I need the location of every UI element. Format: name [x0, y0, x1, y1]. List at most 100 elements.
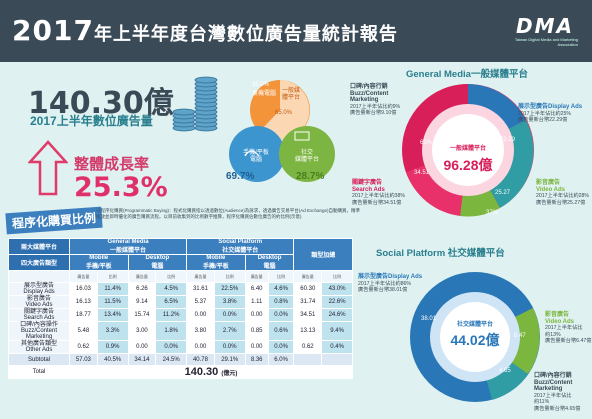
table-cell: 0.0%	[213, 340, 246, 354]
table-cell: 0.0%	[213, 308, 246, 322]
table-cell: 31.74	[293, 295, 323, 309]
table-cell: 0.0%	[155, 340, 188, 354]
table-cell: 9.14	[127, 295, 157, 309]
cart-icon	[294, 131, 310, 141]
programmatic-note: ※程序化購買(Programmatic Buying)：程式化購買指以透過數位(…	[96, 208, 361, 219]
mobile-pct: 69.7%	[226, 171, 255, 182]
social-circle	[279, 126, 335, 182]
social-pct: 28.7%	[296, 171, 325, 182]
col-type-sum: 類型加總	[293, 238, 353, 271]
table-cell: 0.00	[244, 340, 269, 354]
gm-val-buzz: 9.10	[457, 124, 469, 130]
table-cell: 11.4%	[96, 282, 129, 296]
table-cell: 5.37	[186, 295, 215, 309]
table-cell: 18.77	[69, 308, 98, 322]
table-cell: 1.8%	[155, 321, 188, 341]
table-cell: 0.00	[127, 340, 157, 354]
sp-val-video: 6.47	[514, 333, 526, 339]
gm-val-buzz-desktop: 3.00	[481, 127, 493, 133]
table-cell: 0.9%	[96, 340, 129, 354]
page-title: 2017年上半年度台灣數位廣告量統計報告	[12, 14, 398, 47]
col-platform: 兩大媒體平台	[8, 238, 70, 255]
gm-val-search: 34.51	[414, 170, 430, 176]
general-slice	[259, 80, 310, 140]
table-cell: 4.6%	[267, 282, 295, 296]
table-cell: 3.00	[127, 321, 157, 341]
gm-pct-1: 65%	[420, 140, 433, 146]
table-cell: 13.4%	[96, 308, 129, 322]
mobile-label: 手機/平板 電腦	[243, 150, 269, 163]
col-general-media: General Media 一般媒體平台	[68, 238, 188, 255]
dma-logo: DMA	[516, 14, 574, 38]
table-cell: 3.3%	[96, 321, 129, 341]
social-title: Social Platform 社交媒體平台	[376, 248, 505, 259]
table-cell: 5.48	[69, 321, 98, 341]
table-cell: 15.74	[127, 308, 157, 322]
sp-buzz-label: 口碑/內容行銷 Buzz/Content Marketing 2017上半年佔比 …	[534, 373, 581, 412]
col-gm-desktop: Desktop 電腦	[127, 254, 188, 271]
table-cell: 24.6%	[321, 308, 353, 322]
social-label: 社交 媒體平台	[294, 150, 319, 163]
table-cell: 0.00	[244, 308, 269, 322]
col-sp-mobile: Mobile 手機/平板	[186, 254, 246, 271]
desktop-pct: 35.0%	[252, 82, 270, 88]
coin-stack-icon	[172, 76, 218, 132]
general-media-title: General Media一般媒體平台	[406, 69, 528, 80]
table-cell: 34.51	[293, 308, 323, 322]
table-cell: 0.4%	[321, 340, 353, 354]
table-cell: 3.8%	[213, 295, 246, 309]
social-donut	[410, 272, 540, 402]
row-label: 關鍵字廣告 Search Ads	[8, 308, 70, 322]
general-label: 一般媒體平台	[282, 88, 301, 101]
table-row: 口碑/內容操作 Buzz/Content Marketing 5.48 3.3% 3.…	[8, 321, 353, 341]
table-cell: 9.4%	[321, 321, 353, 341]
phone-icon	[244, 150, 260, 157]
table-cell: 0.0%	[267, 308, 295, 322]
col-gm-mobile: Mobile 手機/平板	[69, 254, 129, 271]
gm-val-video: 25.27	[495, 190, 511, 196]
growth-label: 整體成長率	[74, 156, 150, 173]
table-cell: 60.30	[293, 282, 323, 296]
table-row: 關鍵字廣告 Search Ads 18.77 13.4% 15.74 11.2% 0.00…	[8, 308, 353, 322]
table-cell: 0.00	[186, 340, 215, 354]
gm-pct-2: 37%	[486, 210, 499, 216]
programmatic-stamp: 程序化購買比例	[5, 206, 103, 235]
table-cell: 16.03	[69, 282, 98, 296]
table-cell: 0.8%	[267, 295, 295, 309]
table-cell: 22.5%	[213, 282, 246, 296]
table-cell: 22.6%	[321, 295, 353, 309]
table-row: 影音廣告 Video Ads 16.13 11.5% 9.14 6.5% 5.37 3.8%…	[8, 295, 353, 309]
sp-val-buzz: 4.65	[499, 368, 511, 374]
general-media-donut	[402, 84, 534, 217]
sp-display-label: 展示型廣告Display Ads 2017上半年佔比約86% 廣告量新台幣38.0…	[358, 274, 423, 293]
table-cell: 16.13	[69, 295, 98, 309]
col-sp-desktop: Desktop 電腦	[244, 254, 295, 271]
table-cell: 6.26	[127, 282, 157, 296]
header-bar: 2017年上半年度台灣數位廣告量統計報告 DMA Taiwan Digital …	[0, 0, 592, 62]
total-amount: 140.30億	[28, 86, 174, 121]
total-row: Total 140.30 (億元)	[8, 365, 353, 379]
table-cell: 0.6%	[267, 321, 295, 341]
row-label: 影音廣告 Video Ads	[8, 295, 70, 309]
table-cell: 0.0%	[267, 340, 295, 354]
table-cell: 6.40	[244, 282, 269, 296]
col-type: 四大廣告類型	[8, 254, 70, 271]
general-pct: 65.0%	[275, 110, 293, 116]
ad-volume-table: 兩大媒體平台 General Media 一般媒體平台 Social Platf…	[8, 238, 353, 379]
table-cell: 0.62	[293, 340, 323, 354]
table-cell: 0.00	[186, 308, 215, 322]
growth-value: 25.3%	[74, 172, 168, 203]
table-cell: 43.0%	[321, 282, 353, 296]
table-cell: 31.61	[186, 282, 215, 296]
table-cell: 0.62	[69, 340, 98, 354]
table-cell: 4.5%	[155, 282, 188, 296]
sp-val-display: 38.01	[421, 316, 437, 322]
table-cell: 1.11	[244, 295, 269, 309]
table-cell: 6.5%	[155, 295, 188, 309]
growth-arrow-icon	[28, 140, 68, 196]
table-cell: 3.80	[186, 321, 215, 341]
row-label: 口碑/內容操作 Buzz/Content Marketing	[8, 321, 70, 341]
col-social-platform: Social Platform 社交媒體平台	[186, 238, 295, 255]
gm-video-label: 影音廣告 Video Ads 2017上半年佔比約28% 廣告量新台幣25.27億	[536, 180, 590, 206]
table-cell: 0.85	[244, 321, 269, 341]
